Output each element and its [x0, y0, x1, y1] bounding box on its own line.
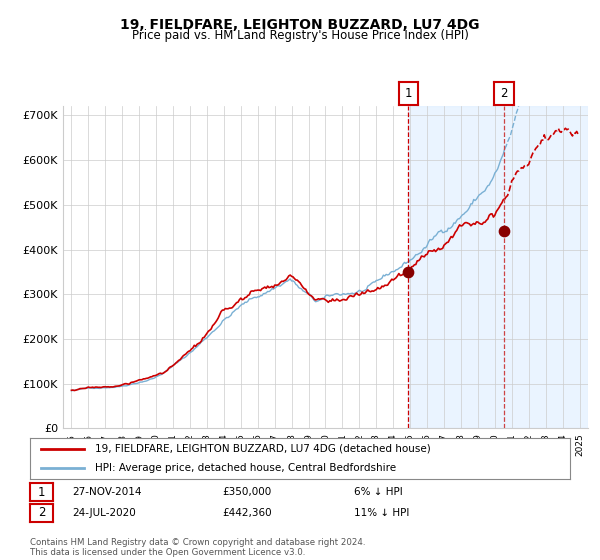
Text: 11% ↓ HPI: 11% ↓ HPI	[354, 508, 409, 518]
Text: 27-NOV-2014: 27-NOV-2014	[72, 487, 142, 497]
Text: HPI: Average price, detached house, Central Bedfordshire: HPI: Average price, detached house, Cent…	[95, 463, 396, 473]
Point	[499, 226, 509, 235]
Text: 6% ↓ HPI: 6% ↓ HPI	[354, 487, 403, 497]
Text: 19, FIELDFARE, LEIGHTON BUZZARD, LU7 4DG (detached house): 19, FIELDFARE, LEIGHTON BUZZARD, LU7 4DG…	[95, 444, 431, 454]
Text: Contains HM Land Registry data © Crown copyright and database right 2024.
This d: Contains HM Land Registry data © Crown c…	[30, 538, 365, 557]
Text: 2: 2	[500, 87, 508, 100]
Text: 1: 1	[405, 87, 412, 100]
Text: Price paid vs. HM Land Registry's House Price Index (HPI): Price paid vs. HM Land Registry's House …	[131, 29, 469, 42]
Point	[404, 267, 413, 276]
Text: 19, FIELDFARE, LEIGHTON BUZZARD, LU7 4DG: 19, FIELDFARE, LEIGHTON BUZZARD, LU7 4DG	[120, 18, 480, 32]
Text: £442,360: £442,360	[222, 508, 272, 518]
Text: 1: 1	[38, 486, 45, 499]
Text: 2: 2	[38, 506, 45, 520]
Bar	[409, 106, 588, 428]
Text: £350,000: £350,000	[222, 487, 271, 497]
Text: 24-JUL-2020: 24-JUL-2020	[72, 508, 136, 518]
